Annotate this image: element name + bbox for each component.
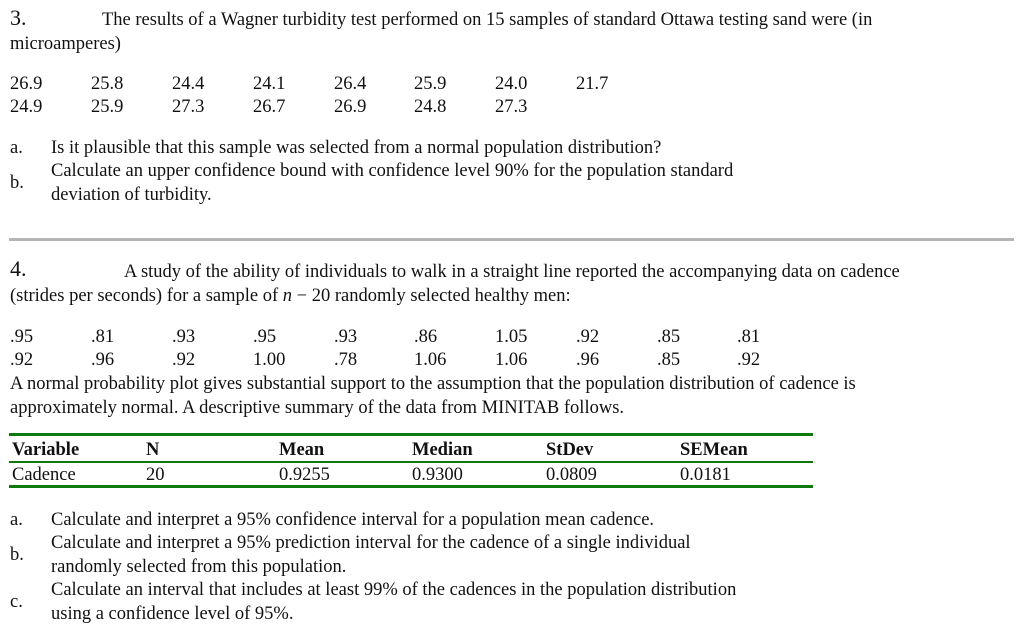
p3-question-a-label: a. <box>10 138 23 158</box>
p4-data-value: .78 <box>334 350 358 370</box>
p4-data-value: .93 <box>172 327 196 347</box>
p3-data-value: 26.9 <box>10 74 43 94</box>
p4-data-value: .95 <box>10 327 34 347</box>
table-cell-semean: 0.0181 <box>680 465 731 485</box>
p3-data-value: 27.3 <box>172 97 205 117</box>
p3-question-b-text-line2: deviation of turbidity. <box>51 185 212 205</box>
table-cell-mean: 0.9255 <box>279 465 330 485</box>
table-header-variable: Variable <box>12 440 80 460</box>
p4-data-value: 1.00 <box>253 350 286 370</box>
p4-data-value: .92 <box>10 350 34 370</box>
p4-text-line2: approximately normal. A descriptive summ… <box>10 398 625 418</box>
table-cell-n: 20 <box>146 465 165 485</box>
p4-data-value: .92 <box>172 350 196 370</box>
variable-n: n <box>282 286 293 306</box>
p4-question-b-text-line2: randomly selected from this population. <box>51 557 347 577</box>
p4-data-value: .81 <box>91 327 115 347</box>
p3-question-b-label: b. <box>10 173 24 193</box>
table-top-rule <box>9 433 813 436</box>
p4-data-value: .95 <box>253 327 277 347</box>
p3-data-value: 27.3 <box>495 97 528 117</box>
p3-data-value: 24.9 <box>10 97 43 117</box>
p4-question-a-label: a. <box>10 510 23 530</box>
p4-data-value: .96 <box>576 350 600 370</box>
p3-data-value: 24.4 <box>172 74 205 94</box>
p3-data-value: 26.9 <box>334 97 367 117</box>
p4-question-a-text: Calculate and interpret a 95% confidence… <box>51 510 655 530</box>
table-bottom-rule <box>9 485 813 488</box>
p4-question-c-text-line1: Calculate an interval that includes at l… <box>51 580 737 600</box>
problem-4-number: 4. <box>10 256 27 281</box>
p3-data-value: 26.7 <box>253 97 286 117</box>
p3-data-value: 21.7 <box>576 74 609 94</box>
problem-3-intro-line1: The results of a Wagner turbidity test p… <box>102 10 873 30</box>
p3-data-value: 24.8 <box>414 97 447 117</box>
table-mid-rule <box>9 461 813 463</box>
p3-question-a-text: Is it plausible that this sample was sel… <box>51 138 662 158</box>
problem-3-number: 3. <box>10 5 27 30</box>
p4-text-line1: A normal probability plot gives substant… <box>10 374 856 394</box>
p4-data-value: .85 <box>657 350 681 370</box>
p3-data-value: 24.1 <box>253 74 286 94</box>
p4-data-value: .96 <box>91 350 115 370</box>
p3-question-b-text-line1: Calculate an upper confidence bound with… <box>51 161 734 181</box>
p3-data-value: 25.9 <box>414 74 447 94</box>
table-header-stdev: StDev <box>546 440 594 460</box>
p3-data-value: 25.8 <box>91 74 124 94</box>
p4-data-value: .81 <box>737 327 761 347</box>
p4-data-value: .85 <box>657 327 681 347</box>
p4-question-b-label: b. <box>10 545 24 565</box>
p4-data-value: .93 <box>334 327 358 347</box>
p4-data-value: .86 <box>414 327 438 347</box>
p4-data-value: 1.05 <box>495 327 528 347</box>
p3-data-value: 25.9 <box>91 97 124 117</box>
table-header-mean: Mean <box>279 440 325 460</box>
p3-data-value: 24.0 <box>495 74 528 94</box>
p4-question-b-text-line1: Calculate and interpret a 95% prediction… <box>51 533 691 553</box>
table-header-semean: SEMean <box>680 440 748 460</box>
table-header-median: Median <box>412 440 473 460</box>
problem-4-intro-line2: (strides per seconds) for a sample of n … <box>10 286 571 306</box>
p4-question-c-text-line2: using a confidence level of 95%. <box>51 604 294 624</box>
p4-data-value: .92 <box>576 327 600 347</box>
p4-data-value: .92 <box>737 350 761 370</box>
table-header-n: N <box>146 440 160 460</box>
problem-3-intro-line2: microamperes) <box>10 34 121 54</box>
section-divider <box>9 238 1014 241</box>
p4-question-c-label: c. <box>10 592 23 612</box>
problem-4-intro-line1: A study of the ability of individuals to… <box>124 262 900 282</box>
table-cell-variable: Cadence <box>12 465 76 485</box>
table-cell-stdev: 0.0809 <box>546 465 597 485</box>
p4-data-value: 1.06 <box>495 350 528 370</box>
table-cell-median: 0.9300 <box>412 465 463 485</box>
p4-data-value: 1.06 <box>414 350 447 370</box>
p3-data-value: 26.4 <box>334 74 367 94</box>
